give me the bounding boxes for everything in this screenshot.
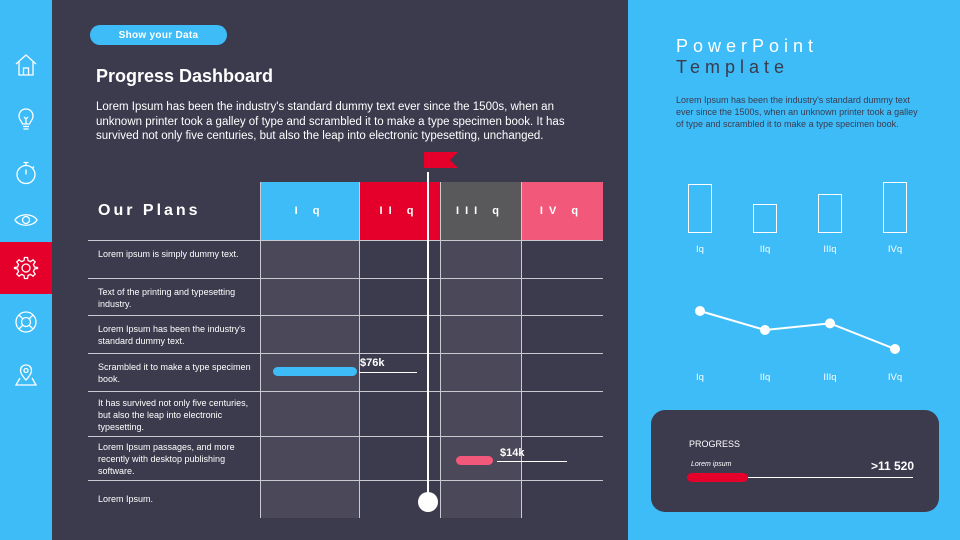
plan-row-label: Lorem Ipsum has been the industry's stan… [98, 324, 246, 346]
column-q4 [521, 240, 603, 518]
show-data-button[interactable]: Show your Data [90, 25, 227, 45]
progress-subtitle: Lorem ipsum [691, 461, 732, 468]
page-description: Lorem Ipsum has been the industry's stan… [96, 101, 565, 142]
plan-row-label: Lorem Ipsum. [98, 494, 154, 504]
line-chart-point [825, 318, 835, 329]
bar-chart-category-label: IVq [887, 244, 903, 255]
lifebuoy-icon [15, 311, 37, 333]
page-title: Progress Dashboard [96, 66, 274, 86]
quarter-header-4[interactable]: IV q [521, 182, 603, 240]
side-title: PowerPoint Template [676, 36, 818, 78]
nav-timer[interactable] [0, 147, 52, 199]
grid-line [260, 182, 261, 518]
quarter-header-1[interactable]: I q [261, 182, 359, 240]
nav-map[interactable] [0, 349, 52, 401]
side-title-line-2: Template [676, 57, 790, 77]
bar-chart-bar [688, 184, 712, 233]
grid-line [521, 182, 522, 518]
bar-value-underline [359, 372, 417, 373]
bar-chart-category-label: IIq [759, 244, 771, 255]
row-divider [88, 391, 603, 392]
icon-rail [0, 0, 52, 540]
map-pin-icon [14, 364, 38, 386]
line-chart-category-label: IIq [760, 372, 771, 383]
grid-line [359, 182, 360, 518]
timeline-marker-line [427, 172, 429, 502]
line-chart-series [699, 310, 896, 350]
plan-progress-bar [456, 456, 493, 465]
plans-heading: Our Plans [98, 202, 201, 219]
bar-chart-bar [753, 204, 777, 233]
row-divider [88, 353, 603, 354]
home-icon [15, 54, 37, 76]
gear-icon [13, 256, 39, 280]
progress-value: >11 520 [870, 459, 914, 473]
quarter-header-2[interactable]: II q [359, 182, 440, 240]
plan-row-label: Text of the printing and typesetting ind… [98, 287, 236, 309]
row-divider [88, 436, 603, 437]
nav-settings[interactable] [0, 242, 52, 294]
flag-icon [424, 152, 458, 168]
side-title-line-1: PowerPoint [676, 36, 819, 56]
lightbulb-icon [18, 108, 34, 130]
row-divider [88, 480, 603, 481]
bar-value-label: $76k [360, 357, 385, 369]
plan-row-label: Scrambled it to make a type specimen boo… [98, 362, 251, 384]
row-divider [88, 315, 603, 316]
nav-view[interactable] [0, 194, 52, 246]
plan-progress-bar [273, 367, 357, 376]
progress-fill [687, 473, 749, 482]
plan-row-label: It has survived not only five centuries,… [98, 398, 249, 432]
line-chart-category-label: Iq [696, 372, 704, 383]
bar-chart-category-label: IIIq [823, 244, 837, 255]
main-panel: Show your Data Progress Dashboard Lorem … [52, 0, 628, 540]
eye-icon [14, 214, 38, 226]
row-divider [88, 240, 603, 241]
row-divider [88, 278, 603, 279]
progress-card: PROGRESS Lorem ipsum >11 520 [651, 410, 939, 512]
bar-value-label: $14k [500, 447, 525, 459]
nav-ideas[interactable] [0, 93, 52, 145]
column-q2 [359, 240, 440, 518]
plan-row-label: Lorem ipsum is simply dummy text. [98, 249, 239, 259]
line-chart-point [890, 344, 900, 354]
line-chart-point [695, 306, 705, 316]
grid-line [440, 182, 441, 518]
quarter-header-3[interactable]: III q [440, 182, 521, 240]
bar-chart-bar [883, 182, 907, 233]
column-q1 [261, 240, 359, 518]
bar-chart-bar [818, 194, 842, 233]
bar-value-underline [497, 461, 567, 462]
progress-heading: PROGRESS [689, 439, 741, 449]
nav-support[interactable] [0, 296, 52, 348]
column-q3 [440, 240, 521, 518]
progress-track [687, 477, 913, 478]
plan-row-label: Lorem Ipsum passages, and more recently … [98, 442, 235, 476]
timeline-marker-handle[interactable] [418, 492, 438, 512]
line-chart-category-label: IVq [888, 372, 902, 383]
side-description: Lorem Ipsum has been the industry's stan… [676, 95, 918, 129]
nav-home[interactable] [0, 39, 52, 91]
bar-chart-category-label: Iq [696, 244, 704, 255]
line-chart-point [760, 325, 770, 335]
stopwatch-icon [16, 161, 36, 185]
line-chart-category-label: IIIq [823, 372, 836, 383]
